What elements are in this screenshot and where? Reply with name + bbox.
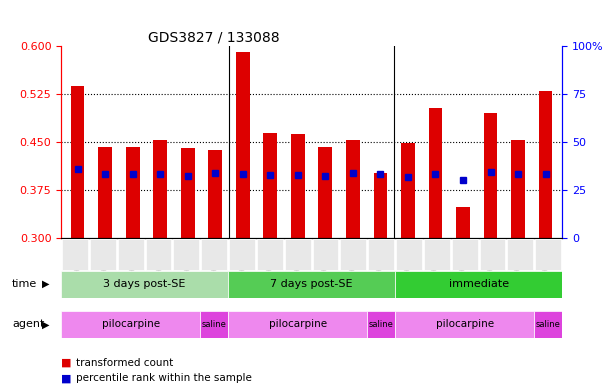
Text: ■: ■ (61, 373, 71, 383)
Bar (401, 143, 415, 238)
Text: 7 days post-SE: 7 days post-SE (270, 279, 353, 289)
Text: time: time (12, 279, 37, 289)
FancyBboxPatch shape (61, 311, 200, 338)
FancyBboxPatch shape (228, 271, 395, 298)
Text: transformed count: transformed count (76, 358, 174, 368)
FancyBboxPatch shape (508, 239, 533, 270)
Bar (236, 53, 250, 238)
Bar (153, 139, 167, 238)
FancyBboxPatch shape (61, 271, 228, 298)
FancyBboxPatch shape (452, 239, 478, 270)
Bar (456, 207, 470, 238)
FancyBboxPatch shape (395, 271, 562, 298)
Bar (428, 108, 442, 238)
Bar (318, 147, 332, 238)
FancyBboxPatch shape (229, 239, 255, 270)
Text: saline: saline (202, 320, 227, 329)
FancyBboxPatch shape (285, 239, 310, 270)
Bar (484, 113, 497, 238)
Text: GDS3827 / 133088: GDS3827 / 133088 (148, 31, 280, 45)
FancyBboxPatch shape (145, 239, 172, 270)
Text: ▶: ▶ (42, 279, 49, 289)
Bar (181, 149, 195, 238)
Bar (208, 150, 222, 238)
Bar (71, 86, 84, 238)
Bar (291, 134, 305, 238)
FancyBboxPatch shape (368, 239, 394, 270)
FancyBboxPatch shape (201, 239, 227, 270)
FancyBboxPatch shape (367, 311, 395, 338)
Text: saline: saline (369, 320, 393, 329)
FancyBboxPatch shape (257, 239, 283, 270)
FancyBboxPatch shape (62, 239, 88, 270)
Bar (373, 174, 387, 238)
Bar (346, 139, 360, 238)
FancyBboxPatch shape (534, 311, 562, 338)
FancyBboxPatch shape (396, 239, 422, 270)
FancyBboxPatch shape (535, 239, 561, 270)
Text: pilocarpine: pilocarpine (101, 319, 159, 329)
FancyBboxPatch shape (480, 239, 505, 270)
FancyBboxPatch shape (200, 311, 228, 338)
FancyBboxPatch shape (174, 239, 199, 270)
Bar (511, 140, 525, 238)
Text: 3 days post-SE: 3 days post-SE (103, 279, 186, 289)
Bar (126, 147, 139, 238)
FancyBboxPatch shape (340, 239, 366, 270)
Text: pilocarpine: pilocarpine (269, 319, 327, 329)
FancyBboxPatch shape (118, 239, 144, 270)
FancyBboxPatch shape (395, 311, 534, 338)
Text: immediate: immediate (448, 279, 509, 289)
Text: pilocarpine: pilocarpine (436, 319, 494, 329)
Text: ▶: ▶ (42, 319, 49, 329)
FancyBboxPatch shape (228, 311, 367, 338)
FancyBboxPatch shape (90, 239, 115, 270)
Bar (539, 91, 552, 238)
FancyBboxPatch shape (424, 239, 450, 270)
Bar (263, 133, 277, 238)
Bar (98, 147, 112, 238)
Text: agent: agent (12, 319, 45, 329)
Text: ■: ■ (61, 358, 71, 368)
Text: percentile rank within the sample: percentile rank within the sample (76, 373, 252, 383)
Text: saline: saline (536, 320, 561, 329)
FancyBboxPatch shape (313, 239, 338, 270)
